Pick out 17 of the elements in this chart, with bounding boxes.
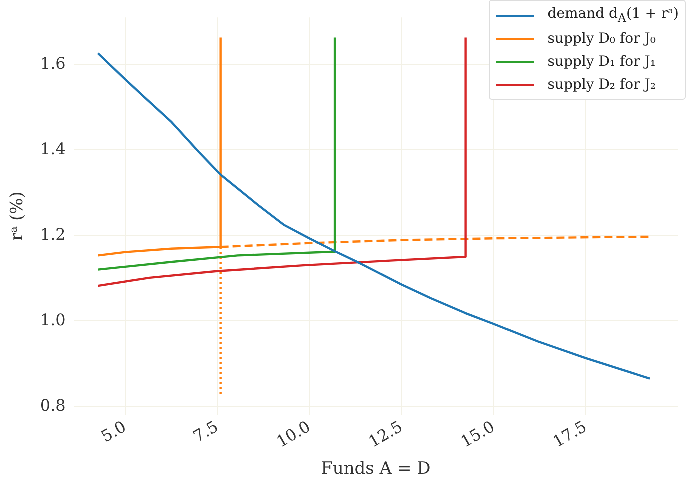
- y-tick-label: 1.4: [40, 139, 66, 158]
- y-tick-label: 1.0: [40, 310, 66, 330]
- legend-label: demand d$_{A}$(1 + rᵃ): [548, 6, 679, 25]
- x-tick-label: 5.0: [98, 417, 130, 446]
- x-axis-title: Funds A = D: [321, 459, 431, 480]
- x-tick-label: 17.5: [550, 417, 590, 452]
- legend-label: supply D₂ for J₂: [548, 76, 656, 92]
- x-tick-label: 10.0: [273, 417, 314, 452]
- x-tick-label: 15.0: [458, 417, 498, 452]
- x-tick-label: 12.5: [365, 417, 406, 452]
- y-tick-label: 0.8: [40, 396, 66, 415]
- x-tick-label: 7.5: [190, 417, 222, 446]
- y-axis-title: rᵃ (%): [8, 192, 28, 242]
- legend-label: supply D₀ for J₀: [548, 30, 656, 46]
- y-tick-label: 1.2: [40, 224, 66, 244]
- y-tick-label: 1.6: [40, 54, 66, 73]
- legend-label: supply D₁ for J₁: [548, 54, 656, 70]
